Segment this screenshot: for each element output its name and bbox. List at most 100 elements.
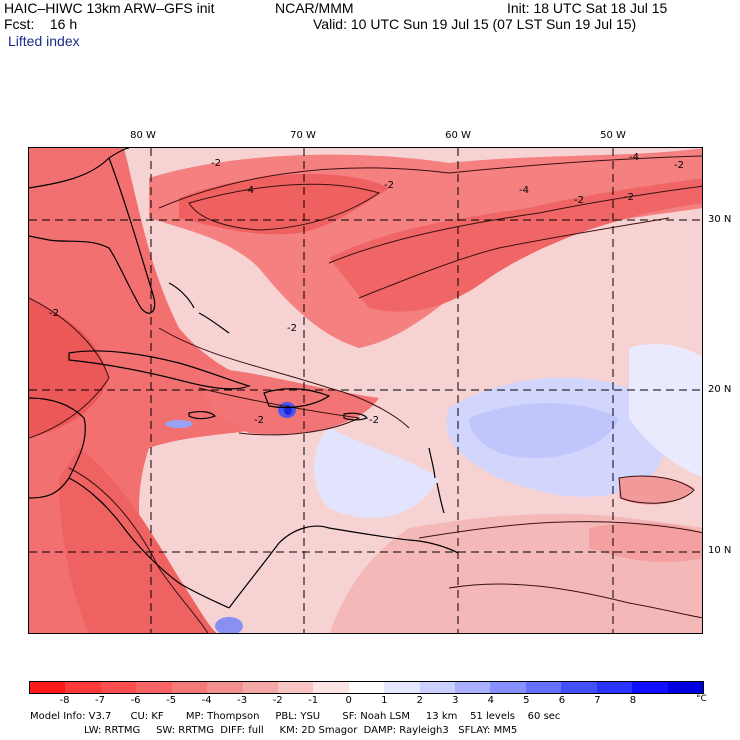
field-stable-caribbean xyxy=(314,428,439,518)
colorbar-swatch xyxy=(348,682,385,693)
valid-time: Valid: 10 UTC Sun 19 Jul 15 (07 LST Sun … xyxy=(313,16,637,32)
colorbar-tick-label: 4 xyxy=(487,695,495,706)
colorbar-tick-label: 7 xyxy=(594,695,601,706)
lat-label-20n: 20 N xyxy=(708,384,732,395)
contours xyxy=(29,155,702,633)
colorbar-tick-label: -6 xyxy=(130,695,141,706)
field-band-north-core xyxy=(179,174,389,235)
forecast-hour: Fcst: 16 h xyxy=(4,16,78,32)
field-east-unstable xyxy=(619,476,694,505)
lon-label-50w: 50 W xyxy=(600,130,626,141)
coast-south-america xyxy=(228,525,459,609)
lat-label-10n: 10 N xyxy=(708,545,732,556)
lon-label-80w: 80 W xyxy=(130,130,156,141)
contour-label: -2 xyxy=(211,158,221,169)
contour-south-2 xyxy=(448,583,702,619)
contour-east-blob xyxy=(618,475,695,504)
contour-hispaniola xyxy=(198,387,361,436)
colorbar-swatch xyxy=(30,682,66,693)
model-info-line1: Model Info: V3.7 CU: KF MP: Thompson PBL… xyxy=(30,711,561,722)
coast-jamaica xyxy=(188,410,217,420)
coast-us-southeast xyxy=(29,148,156,314)
coast-central-america xyxy=(68,477,230,609)
colorbar-tick-label: 1 xyxy=(381,695,388,706)
contour-ne xyxy=(328,185,702,264)
colorbar xyxy=(29,681,704,694)
colorbar-swatch xyxy=(171,682,208,693)
contour-label: -2 xyxy=(574,195,584,206)
contour-label: -4 xyxy=(244,185,254,196)
coast-hispaniola xyxy=(263,388,331,409)
field-stable-core xyxy=(469,403,619,459)
colorbar-swatch xyxy=(561,682,597,693)
colorbar-swatch xyxy=(65,682,101,693)
colorbar-swatch xyxy=(632,682,668,693)
colorbar-tick-label: 0 xyxy=(345,695,352,706)
model-info-line2: LW: RRTMG SW: RRTMG DIFF: full KM: 2D Sm… xyxy=(30,725,518,736)
contour-label: -2 xyxy=(49,308,59,319)
colorbar-swatch xyxy=(207,682,243,693)
colorbar-tick-label: -1 xyxy=(308,695,319,706)
contour-label: -2 xyxy=(384,180,394,191)
contour-label: -2 xyxy=(254,415,264,426)
contour-south xyxy=(418,521,702,539)
field-gulf-core xyxy=(29,298,109,438)
coast-bahamas xyxy=(168,282,230,334)
colorbar-swatch xyxy=(100,682,137,693)
colorbar-unit: °C xyxy=(696,694,707,704)
colorbar-swatch xyxy=(667,682,704,693)
contour-ne-2 xyxy=(358,217,670,299)
colorbar-swatch xyxy=(419,682,456,693)
coast-cuba xyxy=(68,350,251,390)
contour-gulf xyxy=(29,297,110,439)
lat-label-30n: 30 N xyxy=(708,214,732,225)
colorbar-tick-label: 8 xyxy=(629,695,637,706)
org-label: NCAR/MMM xyxy=(275,0,354,16)
field-sa-blue xyxy=(215,617,243,633)
contour-north-inner xyxy=(188,183,381,231)
colorbar-swatch xyxy=(490,682,526,693)
model-title: HAIC–HIWC 13km ARW–GFS init xyxy=(4,0,215,16)
contour-north xyxy=(158,155,702,209)
contour-label: -2 xyxy=(287,323,297,334)
colorbar-swatch xyxy=(136,682,172,693)
field-central-america xyxy=(59,448,217,633)
lifted-index-map: -2 -4 -2 -4 -2 -2 -4 -2 -2 -2 -2 -2 xyxy=(28,147,703,634)
colorbar-swatch xyxy=(455,682,491,693)
colorbar-swatch xyxy=(525,682,562,693)
colorbar-swatch xyxy=(596,682,633,693)
colorbar-swatch xyxy=(242,682,278,693)
colorbar-swatch xyxy=(277,682,314,693)
colorbar-tick-label: 2 xyxy=(416,695,423,706)
coast-yucatan xyxy=(29,397,86,499)
colorbar-tick-label: -8 xyxy=(59,695,70,706)
colorbar-swatch xyxy=(313,682,349,693)
field-cuba-blue xyxy=(165,420,193,428)
colorbar-swatch xyxy=(384,682,420,693)
field-stable-east xyxy=(629,343,702,478)
colorbar-tick-label: -2 xyxy=(272,695,283,706)
contour-labels: -2 -4 -2 -4 -2 -2 -4 -2 -2 -2 -2 -2 xyxy=(49,152,684,426)
coastlines xyxy=(29,148,459,609)
colorbar-tick-label: 3 xyxy=(452,695,459,706)
contour-label: -4 xyxy=(519,185,529,196)
contour-sw xyxy=(68,467,209,633)
colorbar-tick-label: 5 xyxy=(523,695,530,706)
lon-label-70w: 70 W xyxy=(290,130,316,141)
coast-lesser-antilles xyxy=(428,447,445,514)
lon-label-60w: 60 W xyxy=(445,130,471,141)
contour-caribbean xyxy=(158,327,410,429)
colorbar-tick-label: -5 xyxy=(166,695,177,706)
coast-puerto-rico xyxy=(343,412,368,421)
contour-label: -4 xyxy=(629,152,639,163)
contour-label: -2 xyxy=(624,192,634,203)
map-canvas: -2 -4 -2 -4 -2 -2 -4 -2 -2 -2 -2 -2 xyxy=(29,148,702,633)
colorbar-tick-label: -3 xyxy=(237,695,248,706)
init-time: Init: 18 UTC Sat 18 Jul 15 xyxy=(507,0,668,16)
colorbar-tick-label: -4 xyxy=(201,695,212,706)
colorbar-tick-label: -7 xyxy=(95,695,106,706)
colorbar-tick-label: 6 xyxy=(558,695,566,706)
contour-label: -2 xyxy=(369,415,379,426)
contour-label: -2 xyxy=(674,160,684,171)
field-name: Lifted index xyxy=(8,33,80,49)
